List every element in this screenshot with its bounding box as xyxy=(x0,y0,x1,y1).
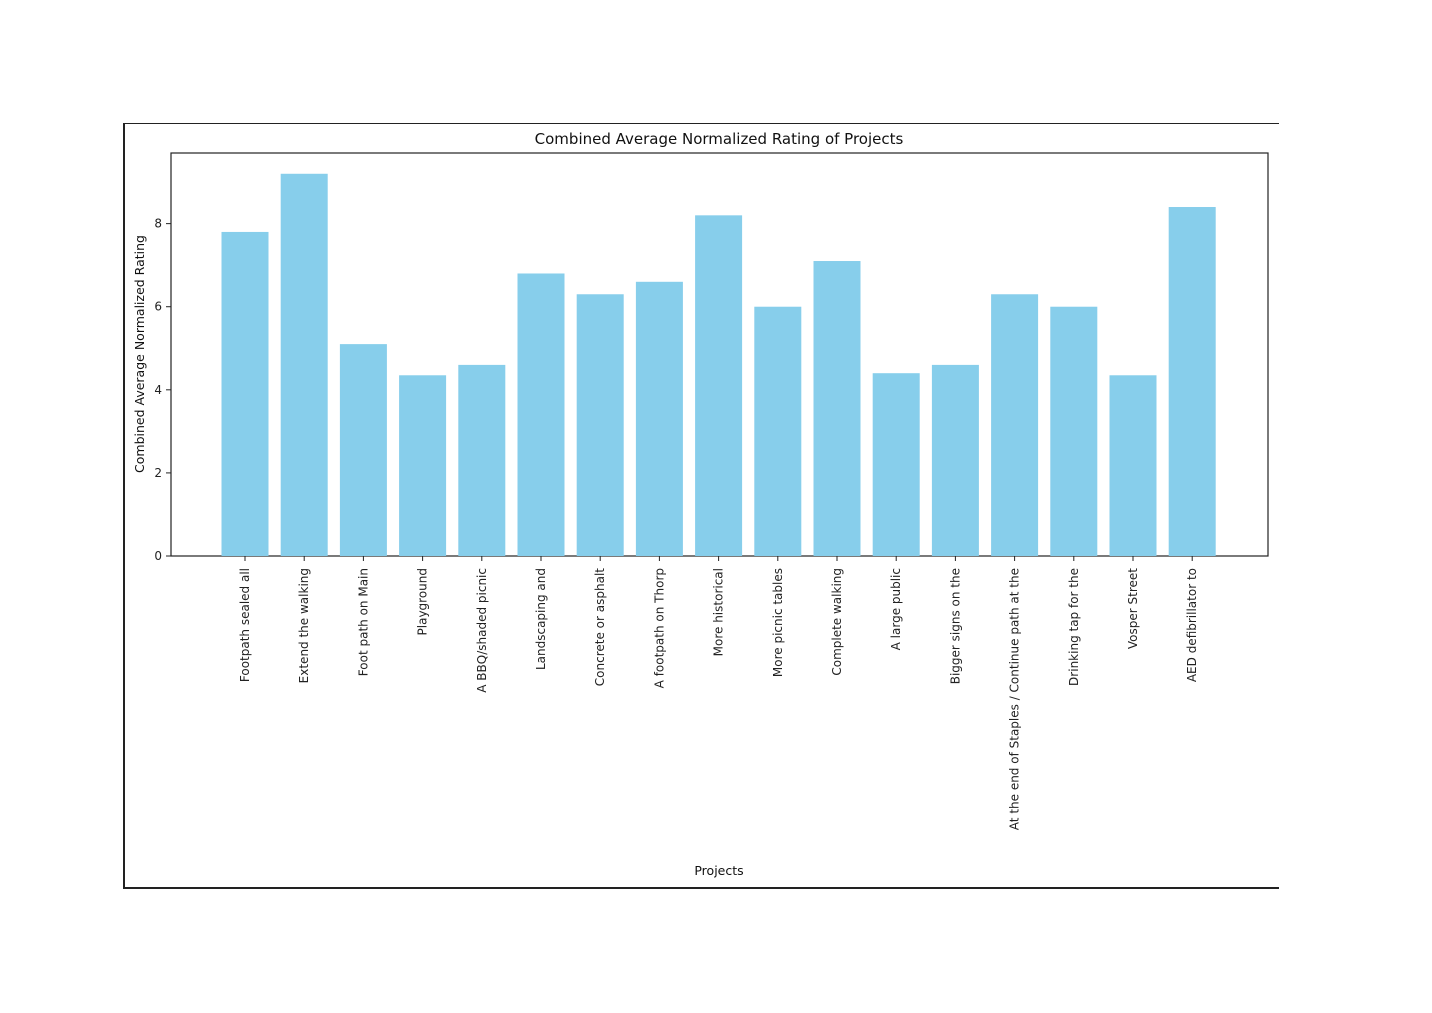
x-tick-label: A footpath on Thorp xyxy=(652,568,666,688)
y-tick-label: 0 xyxy=(154,549,162,563)
x-tick-label: At the end of Staples / Continue path at… xyxy=(1008,568,1022,830)
x-axis-label: Projects xyxy=(694,863,743,878)
x-tick-label: Bigger signs on the xyxy=(948,568,962,684)
bar xyxy=(458,364,506,556)
bar xyxy=(754,306,802,556)
bar xyxy=(931,364,979,556)
bar xyxy=(1168,207,1216,556)
bar xyxy=(635,281,683,556)
bar xyxy=(1050,306,1098,556)
x-tick-label: Footpath sealed all xyxy=(238,568,252,682)
x-tick-label: Complete walking xyxy=(830,568,844,676)
x-tick-label: AED defibrillator to xyxy=(1185,568,1199,682)
bar xyxy=(991,294,1039,556)
y-tick-label: 8 xyxy=(154,217,162,231)
bar xyxy=(280,173,328,556)
x-tick-label: Playground xyxy=(416,568,430,635)
bar xyxy=(1109,375,1157,556)
y-tick-label: 4 xyxy=(154,383,162,397)
x-tick-label: More historical xyxy=(712,568,726,656)
y-tick-label: 6 xyxy=(154,300,162,314)
x-tick-label: Foot path on Main xyxy=(356,568,370,676)
chart-title: Combined Average Normalized Rating of Pr… xyxy=(535,130,904,148)
bar xyxy=(517,273,565,556)
y-axis-ticks: 0 2 4 6 8 xyxy=(154,217,171,563)
figure-frame xyxy=(123,123,1279,889)
x-tick-label: Concrete or asphalt xyxy=(593,568,607,686)
x-tick-label: More picnic tables xyxy=(771,568,785,677)
x-tick-label: Drinking tap for the xyxy=(1067,568,1081,686)
bar xyxy=(813,261,861,556)
x-tick-label: Landscaping and xyxy=(534,568,548,670)
bar xyxy=(872,373,920,556)
bars xyxy=(221,173,1216,556)
x-tick-label: A large public xyxy=(889,568,903,650)
bar xyxy=(339,344,387,556)
bar xyxy=(399,375,447,556)
y-tick-label: 2 xyxy=(154,466,162,480)
bar xyxy=(695,215,743,556)
x-tick-label: A BBQ/shaded picnic xyxy=(475,568,489,693)
bar xyxy=(221,231,269,556)
bar xyxy=(576,294,624,556)
x-axis-ticks: Footpath sealed all Extend the walking Foo… xyxy=(238,556,1199,830)
y-axis-label: Combined Average Normalized Rating xyxy=(132,235,147,473)
x-tick-label: Vosper Street xyxy=(1126,568,1140,649)
x-tick-label: Extend the walking xyxy=(297,568,311,683)
